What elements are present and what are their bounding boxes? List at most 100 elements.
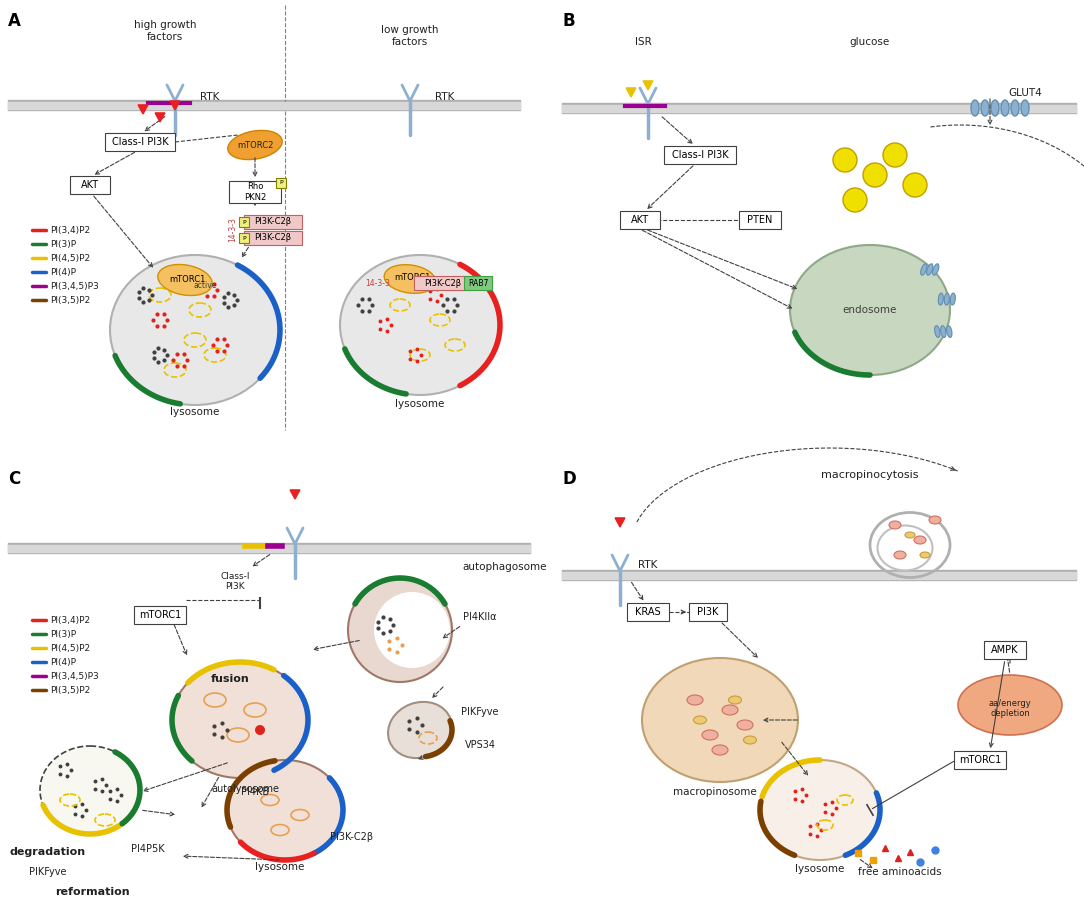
Text: endosome: endosome <box>843 305 898 315</box>
Ellipse shape <box>642 658 798 782</box>
Ellipse shape <box>920 264 927 275</box>
Text: AKT: AKT <box>81 180 99 190</box>
Text: PIKFyve: PIKFyve <box>29 867 67 877</box>
Ellipse shape <box>927 264 933 275</box>
Text: P: P <box>242 235 246 241</box>
Ellipse shape <box>227 760 343 860</box>
Ellipse shape <box>1011 100 1019 116</box>
FancyBboxPatch shape <box>238 233 249 243</box>
Ellipse shape <box>889 521 901 529</box>
Text: PI3K-C2β: PI3K-C2β <box>425 278 462 288</box>
FancyBboxPatch shape <box>627 603 669 621</box>
Text: lysosome: lysosome <box>256 862 305 872</box>
Polygon shape <box>615 518 624 527</box>
Text: degradation: degradation <box>10 847 86 857</box>
Text: D: D <box>562 470 576 488</box>
Text: AKT: AKT <box>631 215 649 225</box>
Text: PI3K: PI3K <box>697 607 719 617</box>
Ellipse shape <box>712 745 728 755</box>
Polygon shape <box>643 81 653 90</box>
Text: PI(4,5)P2: PI(4,5)P2 <box>50 644 90 652</box>
FancyBboxPatch shape <box>414 276 472 290</box>
Text: macropinocytosis: macropinocytosis <box>822 470 919 480</box>
Text: PI(4,5)P2: PI(4,5)P2 <box>50 254 90 263</box>
Ellipse shape <box>914 536 926 544</box>
Text: PI(3,4,5)P3: PI(3,4,5)P3 <box>50 671 99 681</box>
Ellipse shape <box>951 293 955 305</box>
Text: PI(3)P: PI(3)P <box>50 629 76 638</box>
Text: PIKFyve: PIKFyve <box>462 707 499 717</box>
Text: PTEN: PTEN <box>747 215 773 225</box>
Polygon shape <box>155 113 165 122</box>
Ellipse shape <box>702 730 718 740</box>
Ellipse shape <box>894 551 906 559</box>
Ellipse shape <box>944 293 950 305</box>
Circle shape <box>348 578 452 682</box>
Text: PI4KB: PI4KB <box>241 787 269 797</box>
Text: RTK: RTK <box>435 92 454 102</box>
Text: PI3K-C2β: PI3K-C2β <box>255 234 292 243</box>
Text: PI3K-C2β: PI3K-C2β <box>330 832 373 842</box>
Text: RAB7: RAB7 <box>468 278 488 288</box>
Text: ISR: ISR <box>634 37 651 47</box>
Polygon shape <box>291 490 300 499</box>
FancyBboxPatch shape <box>105 133 175 151</box>
Text: lysosome: lysosome <box>396 399 444 409</box>
Text: inactive: inactive <box>415 279 446 289</box>
Text: active: active <box>193 281 217 290</box>
Ellipse shape <box>939 293 943 305</box>
FancyBboxPatch shape <box>954 751 1006 769</box>
Text: PI4P5K: PI4P5K <box>131 844 165 854</box>
Text: RTK: RTK <box>638 560 657 570</box>
Text: B: B <box>562 12 575 30</box>
FancyBboxPatch shape <box>276 178 286 188</box>
Ellipse shape <box>687 695 704 705</box>
Text: P: P <box>280 180 283 186</box>
Text: 14-3-3: 14-3-3 <box>229 218 237 243</box>
Text: Class-I PI3K: Class-I PI3K <box>112 137 168 147</box>
Ellipse shape <box>958 675 1062 735</box>
Circle shape <box>843 188 867 212</box>
Text: lysosome: lysosome <box>170 407 220 417</box>
Text: mTORC1: mTORC1 <box>169 276 205 285</box>
Text: C: C <box>8 470 21 488</box>
Ellipse shape <box>760 760 880 860</box>
FancyBboxPatch shape <box>244 231 302 245</box>
Ellipse shape <box>109 255 280 405</box>
Text: GLUT4: GLUT4 <box>1008 88 1042 98</box>
FancyBboxPatch shape <box>464 276 492 290</box>
Polygon shape <box>170 101 180 110</box>
Text: PI(3)P: PI(3)P <box>50 239 76 248</box>
Ellipse shape <box>934 325 940 337</box>
Ellipse shape <box>971 100 979 116</box>
Ellipse shape <box>228 130 282 159</box>
FancyBboxPatch shape <box>620 211 660 229</box>
Circle shape <box>863 163 887 187</box>
Text: low growth
factors: low growth factors <box>382 25 439 47</box>
FancyBboxPatch shape <box>238 217 249 227</box>
Circle shape <box>374 592 450 668</box>
Text: mTORC2: mTORC2 <box>236 140 273 149</box>
FancyBboxPatch shape <box>134 606 186 624</box>
Circle shape <box>833 148 857 172</box>
Ellipse shape <box>932 264 939 275</box>
Polygon shape <box>627 88 636 97</box>
Text: high growth
factors: high growth factors <box>133 20 196 41</box>
Text: autophagosome: autophagosome <box>462 562 546 572</box>
Ellipse shape <box>981 100 989 116</box>
Text: AMPK: AMPK <box>991 645 1019 655</box>
Text: autolysosome: autolysosome <box>211 784 279 794</box>
Text: PI(4)P: PI(4)P <box>50 267 76 277</box>
Text: glucose: glucose <box>850 37 890 47</box>
Text: KRAS: KRAS <box>635 607 661 617</box>
Text: P: P <box>242 220 246 224</box>
Ellipse shape <box>722 705 738 715</box>
FancyBboxPatch shape <box>244 215 302 229</box>
Ellipse shape <box>40 746 140 834</box>
Text: reformation: reformation <box>55 887 130 897</box>
Text: PI(3,4)P2: PI(3,4)P2 <box>50 616 90 625</box>
Ellipse shape <box>790 245 950 375</box>
Ellipse shape <box>941 325 946 337</box>
Ellipse shape <box>388 702 452 758</box>
Text: mTORC1: mTORC1 <box>393 274 430 282</box>
